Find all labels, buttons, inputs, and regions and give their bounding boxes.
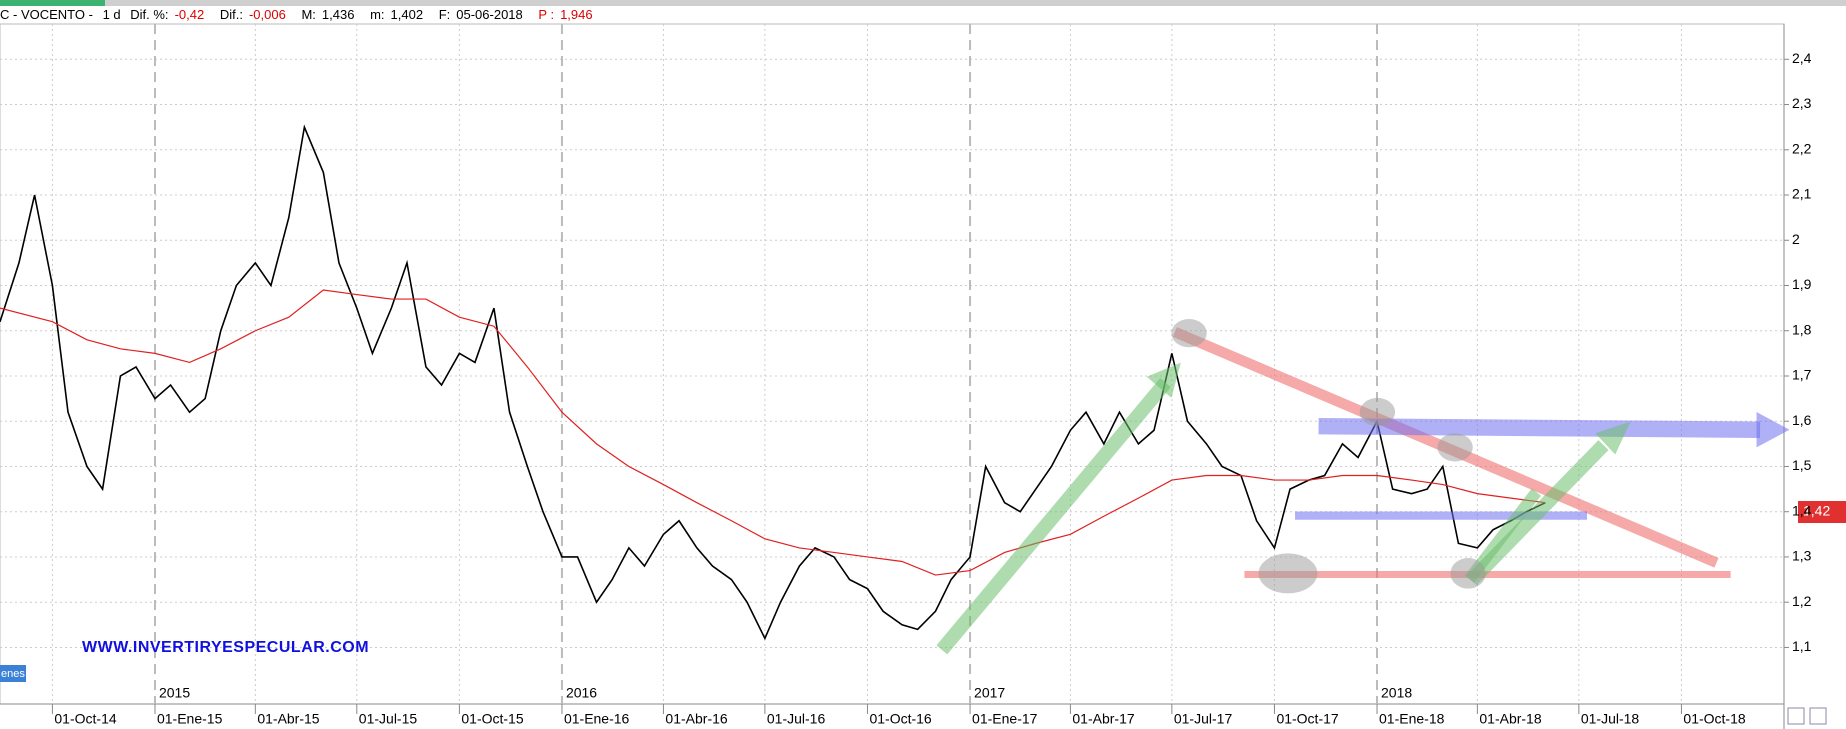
marker-ellipse xyxy=(1171,319,1207,348)
y-tick-label: 1,2 xyxy=(1792,593,1812,609)
stat-label: m: xyxy=(370,7,385,22)
x-tick-label: 01-Abr-17 xyxy=(1072,711,1134,727)
trend-arrow xyxy=(1466,440,1609,586)
stat: Dif. %: -0,42 xyxy=(130,7,210,22)
x-tick-label: 01-Oct-14 xyxy=(54,711,116,727)
price-tag: 1,42 xyxy=(1803,503,1830,519)
y-tick-label: 2,3 xyxy=(1792,95,1812,111)
year-label: 2016 xyxy=(566,685,597,701)
x-tick-label: 01-Abr-16 xyxy=(665,711,727,727)
y-tick-label: 1,1 xyxy=(1792,638,1812,654)
x-tick-label: 01-Abr-18 xyxy=(1479,711,1541,727)
x-tick-label: 01-Jul-17 xyxy=(1174,711,1233,727)
stat-label: P : xyxy=(538,7,555,22)
y-tick-label: 1,8 xyxy=(1792,321,1812,337)
series-line xyxy=(0,289,1546,576)
x-tick-label: 01-Jul-15 xyxy=(359,711,418,727)
x-tick-label: 01-Ene-18 xyxy=(1379,711,1445,727)
year-label: 2017 xyxy=(974,685,1005,701)
side-tag-bg xyxy=(0,665,26,682)
x-tick-label: 01-Oct-17 xyxy=(1276,711,1338,727)
stat-value: 1,946 xyxy=(560,7,593,22)
progress xyxy=(0,0,105,6)
series-line xyxy=(0,124,1546,641)
arrow-head xyxy=(1595,421,1631,455)
plot-area xyxy=(0,23,1785,705)
resistance-line xyxy=(1318,417,1761,438)
marker-ellipse xyxy=(1359,397,1396,427)
arrow-head xyxy=(1756,412,1790,448)
stat: m: 1,402 xyxy=(370,7,429,22)
price-tag-bg xyxy=(1798,501,1846,523)
stat-value: 1,402 xyxy=(390,7,424,22)
year-label: 2015 xyxy=(159,685,190,701)
stat-value: 1,436 xyxy=(321,7,355,22)
layout-button[interactable] xyxy=(1809,707,1827,725)
stat: Dif.: -0,006 xyxy=(220,7,292,22)
symbol: C - VOCENTO - xyxy=(0,7,93,22)
arrow-head xyxy=(1146,362,1181,398)
x-tick-label: 01-Oct-18 xyxy=(1683,711,1745,727)
side-tag: enes xyxy=(1,668,25,680)
year-label: 2018 xyxy=(1381,685,1412,701)
x-tick-label: 01-Ene-15 xyxy=(157,711,223,727)
y-tick-label: 1,4 xyxy=(1792,502,1812,518)
trend-arrow xyxy=(936,378,1171,655)
top-bar xyxy=(0,0,1846,6)
x-tick-label: 01-Oct-15 xyxy=(461,711,523,727)
y-tick-label: 2,2 xyxy=(1792,140,1812,156)
x-tick-label: 01-Ene-17 xyxy=(972,711,1038,727)
stat-label: Dif.: xyxy=(219,7,243,22)
watermark: WWW.INVERTIRYESPECULAR.COM xyxy=(82,639,369,656)
x-tick-label: 01-Ene-16 xyxy=(564,711,630,727)
marker-ellipse xyxy=(1437,433,1473,462)
stat-value: 05-06-2018 xyxy=(456,7,523,22)
x-tick-label: 01-Abr-15 xyxy=(257,711,319,727)
stat-value: -0,42 xyxy=(174,7,205,22)
stat: P : 1,946 xyxy=(538,7,598,22)
y-tick-label: 1,6 xyxy=(1792,412,1812,428)
stat-label: Dif. %: xyxy=(130,7,169,22)
header: C - VOCENTO - 1 d Dif. %: -0,42 Dif.: -0,0… xyxy=(0,6,605,24)
marker-ellipse xyxy=(1258,553,1318,594)
y-tick-label: 2,4 xyxy=(1792,50,1812,66)
drawings xyxy=(936,319,1790,655)
stat: M: 1,436 xyxy=(301,7,360,22)
x-tick-label: 01-Jul-16 xyxy=(767,711,826,727)
y-tick-label: 1,9 xyxy=(1792,276,1812,292)
y-tick-label: 2,1 xyxy=(1792,186,1812,202)
y-tick-label: 2 xyxy=(1792,231,1800,247)
x-tick-label: 01-Oct-16 xyxy=(869,711,931,727)
stat: F: 05-06-2018 xyxy=(439,7,529,22)
stat-label: F: xyxy=(438,7,451,22)
y-tick-label: 1,5 xyxy=(1792,457,1812,473)
x-tick-label: 01-Jul-18 xyxy=(1581,711,1640,727)
y-tick-label: 1,3 xyxy=(1792,548,1812,564)
marker-ellipse xyxy=(1450,558,1486,589)
stat-value: -0,006 xyxy=(248,7,286,22)
y-tick-label: 1,7 xyxy=(1792,367,1812,383)
interval: 1 d xyxy=(102,7,121,22)
stat-label: M: xyxy=(301,7,316,22)
zoom-button[interactable] xyxy=(1787,707,1805,725)
